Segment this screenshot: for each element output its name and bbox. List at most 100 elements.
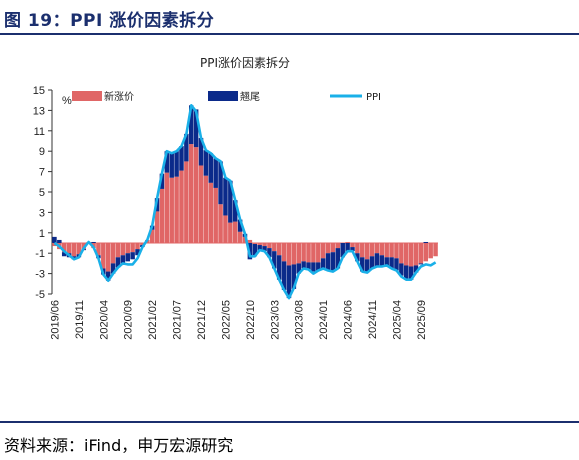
new-price-bar <box>179 170 184 243</box>
new-price-bar <box>291 243 297 265</box>
carryover-bar <box>316 262 321 271</box>
new-price-bar <box>96 243 101 256</box>
carryover-bar <box>91 241 96 243</box>
new-price-bar <box>208 182 214 243</box>
carryover-bar <box>325 253 331 271</box>
legend-item: PPI <box>330 92 381 103</box>
x-tick-label: 2023/08 <box>294 300 306 340</box>
carryover-bar <box>320 258 326 269</box>
carryover-bar <box>237 219 243 232</box>
new-price-bar <box>379 243 385 256</box>
carryover-bar <box>252 244 258 257</box>
x-tick-label: 2020/09 <box>123 300 135 340</box>
x-axis: 2019/06 2019/11 2020/04 2020/09 2021/02 2021/… <box>49 300 427 340</box>
new-price-bar <box>101 243 106 269</box>
new-price-bar <box>71 243 77 257</box>
new-price-bar <box>384 243 389 258</box>
carryover-bar <box>262 246 267 252</box>
new-price-bar <box>252 243 258 245</box>
source-note: 资料来源：iFind，申万宏源研究 <box>4 436 234 455</box>
new-price-bar <box>237 231 243 243</box>
new-price-bar <box>110 243 116 264</box>
x-tick-label: 2019/11 <box>74 300 86 339</box>
carryover-bar <box>276 255 282 280</box>
carryover-bar <box>223 177 228 216</box>
new-price-bar <box>345 241 350 243</box>
carryover-bar <box>203 150 209 176</box>
y-tick-label: 7 <box>39 167 45 179</box>
x-tick-label: 2021/07 <box>172 300 184 340</box>
y-tick-label: 11 <box>34 126 45 138</box>
y-tick-label: -3 <box>35 269 45 281</box>
carryover-bar <box>301 261 306 269</box>
legend-swatch <box>208 91 238 101</box>
new-price-bar <box>232 221 238 243</box>
carryover-bar <box>228 180 233 223</box>
carryover-bar <box>61 252 67 257</box>
x-tick-label: 2024/06 <box>343 300 355 340</box>
carryover-bar <box>120 255 126 264</box>
carryover-bar <box>286 265 292 299</box>
x-tick-label: 2025/09 <box>416 300 428 340</box>
new-price-bar <box>262 243 267 247</box>
new-price-bar <box>115 243 121 258</box>
x-tick-label: 2020/04 <box>98 300 110 340</box>
new-price-bar <box>272 243 277 252</box>
y-tick-label: 5 <box>39 187 45 199</box>
new-price-bar <box>394 243 399 259</box>
new-price-bar <box>433 243 438 257</box>
carryover-bar <box>110 263 116 274</box>
new-price-bar <box>189 144 194 243</box>
legend-label: 翘尾 <box>240 91 260 103</box>
new-price-bar <box>423 243 429 262</box>
new-price-bar <box>76 243 82 255</box>
new-price-bar <box>149 229 155 243</box>
carryover-bar <box>164 151 170 173</box>
y-tick-label: 3 <box>39 207 45 219</box>
carryover-bar <box>403 265 409 280</box>
new-price-bar <box>223 215 228 243</box>
x-tick-label: 2021/02 <box>147 300 159 340</box>
legend-label: 新涨价 <box>104 90 134 103</box>
carryover-bar <box>267 248 272 258</box>
carryover-bar <box>384 257 389 266</box>
new-price-bar <box>218 204 223 243</box>
carryover-bar <box>115 257 121 268</box>
new-price-bar <box>61 243 67 253</box>
carryover-bar <box>335 248 341 269</box>
carryover-bar <box>281 261 287 290</box>
new-price-bar <box>320 243 326 259</box>
x-tick-label: 2023/03 <box>269 300 281 340</box>
y-tick-label: 15 <box>33 85 45 97</box>
new-price-bar <box>140 243 145 246</box>
new-price-bar <box>130 243 135 253</box>
x-tick-label: 2024/11 <box>367 300 379 339</box>
carryover-bar <box>159 173 165 189</box>
carryover-bar <box>355 253 360 262</box>
carryover-bar <box>135 249 140 256</box>
new-price-bar <box>120 243 126 256</box>
new-price-bar <box>428 243 433 259</box>
carryover-bar <box>399 263 404 276</box>
carryover-bar <box>311 262 316 272</box>
legend-item: 新涨价 <box>72 90 134 103</box>
carryover-bar <box>130 252 135 260</box>
new-price-bar <box>350 243 355 248</box>
carryover-bar <box>350 247 355 252</box>
new-price-bar <box>276 243 282 256</box>
new-price-bar <box>355 243 360 254</box>
y-axis-unit: % <box>62 95 72 107</box>
x-tick-label: 2024/01 <box>318 300 330 340</box>
carryover-bar <box>193 109 199 148</box>
carryover-bar <box>423 241 429 243</box>
carryover-bar <box>418 263 424 265</box>
y-tick-label: 9 <box>39 146 45 158</box>
new-price-bar <box>360 243 365 258</box>
new-price-bar <box>184 161 189 243</box>
new-price-bar <box>311 243 316 263</box>
y-tick-label: 13 <box>33 105 45 117</box>
ppi-line-series <box>53 104 437 300</box>
x-tick-label: 2022/05 <box>220 300 232 340</box>
bar-series <box>52 105 438 299</box>
